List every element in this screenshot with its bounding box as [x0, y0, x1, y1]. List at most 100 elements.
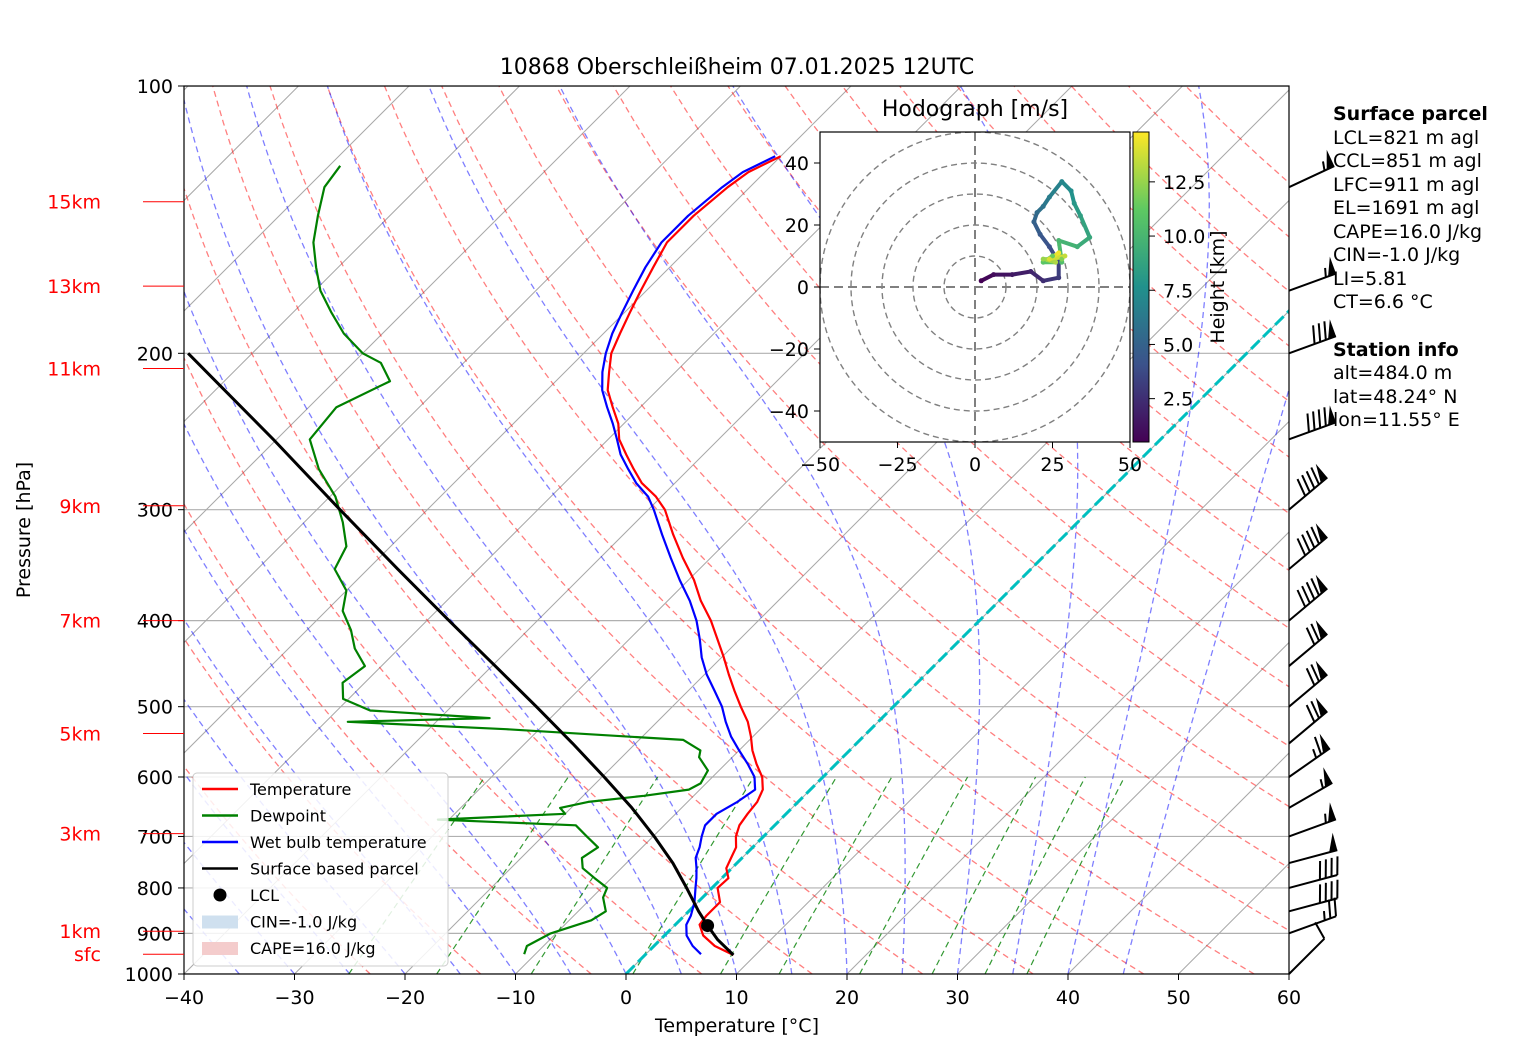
legend-label: CIN=-1.0 J/kg: [250, 913, 357, 932]
wind-barb-feather: [1310, 623, 1320, 642]
hodograph-segment: [1047, 179, 1064, 200]
wind-barb: [1288, 767, 1333, 809]
wind-barb-feather: [1313, 736, 1323, 755]
wind-barb-half-feather: [1312, 748, 1318, 759]
lcl-marker: [701, 919, 715, 933]
wind-barb: [1288, 802, 1337, 838]
wind-barb-half-feather: [1322, 910, 1326, 921]
parcel-line: [187, 352, 735, 957]
wind-barb-feather: [1306, 413, 1310, 433]
hodograph-point: [1037, 231, 1043, 237]
colorbar-tick-label: 5.0: [1163, 334, 1193, 356]
wind-barb-feather: [1314, 921, 1326, 940]
wind-barb-pennant: [1315, 463, 1328, 483]
isotherm-line: [846, 531, 1289, 974]
x-tick-label: −20: [385, 987, 425, 1009]
height-label: 9km: [59, 496, 101, 518]
moist-adiabat-line: [184, 908, 240, 974]
hodograph-point: [1059, 256, 1065, 262]
hodograph-point: [1056, 250, 1062, 256]
legend-swatch-patch: [202, 942, 238, 955]
wind-barb: [1288, 523, 1328, 570]
hodograph-point: [1040, 278, 1046, 284]
colorbar-tick-label: 10.0: [1163, 226, 1205, 248]
dewpoint-line: [308, 165, 710, 955]
dry-adiabat-line: [212, 86, 924, 974]
wind-barb-shaft: [1288, 897, 1338, 913]
hodograph-point: [1034, 210, 1040, 216]
moist-adiabat-line: [959, 86, 1079, 974]
surface-parcel-line: EL=1691 m agl: [1333, 197, 1480, 219]
mixing-ratio-line: [1026, 776, 1126, 974]
dry-adiabat-line: [184, 502, 592, 974]
moist-adiabat-line: [1122, 386, 1289, 974]
y-tick-label: 1000: [125, 964, 173, 986]
wind-barb-shaft: [1288, 782, 1333, 809]
hodograph-point: [1087, 234, 1093, 240]
wind-barb-feather: [1323, 407, 1327, 427]
wind-barb: [1288, 832, 1338, 865]
wind-barb-shaft: [1288, 915, 1337, 935]
wind-barb-shaft: [1288, 536, 1328, 570]
hodograph-segment: [1028, 269, 1046, 283]
wind-barb: [1288, 405, 1337, 441]
dry-adiabat-line: [899, 86, 1289, 458]
hodograph-point: [1053, 259, 1059, 265]
height-label: 15km: [47, 192, 101, 214]
hodograph-segment: [1056, 238, 1080, 249]
mixing-ratio-line: [436, 776, 569, 974]
hodograph-point: [1031, 219, 1037, 225]
wind-barb-feather: [1305, 627, 1316, 646]
wind-barb: [1288, 574, 1328, 622]
station-info-line: lat=48.24° N: [1333, 385, 1458, 408]
isotherm-line: [515, 199, 1289, 974]
hodograph-axes: −50 −25 0 25 50 −40 −20 0 20 40: [769, 153, 1142, 476]
wind-barb-shaft: [1288, 587, 1328, 622]
wind-barb-shaft: [1288, 476, 1328, 511]
surface-parcel-line: LFC=911 m agl: [1333, 173, 1480, 196]
surface-parcel-line: CAPE=16.0 J/kg: [1333, 220, 1483, 243]
mixing-ratio-line: [931, 776, 1037, 974]
dry-adiabat-line: [498, 86, 1289, 869]
hodograph-segment: [1041, 275, 1061, 283]
wind-barb-shaft: [1288, 633, 1328, 667]
wind-barb: [1288, 856, 1339, 889]
dry-adiabat-line: [326, 86, 1145, 974]
axes: −40 −30 −20 −10 0 10 20 30 40 50 60100200300400500…: [125, 76, 1301, 1009]
wind-barb-feather: [1296, 589, 1307, 608]
legend-label: Temperature: [249, 780, 351, 799]
hodograph-y-tick-label: 40: [785, 153, 809, 175]
y-tick-label: 500: [137, 697, 173, 719]
y-tick-label: 100: [137, 76, 173, 98]
legend-label: Dewpoint: [250, 807, 326, 826]
wind-barb-pennant: [1315, 660, 1328, 680]
legend-label: Surface based parcel: [250, 860, 419, 879]
dry-adiabat-line: [441, 86, 1289, 932]
colorbar-label: Height [km]: [1207, 230, 1229, 343]
surface-parcel-line: LCL=821 m agl: [1333, 126, 1480, 149]
hodograph-point: [1046, 244, 1052, 250]
isotherm-line: [184, 86, 741, 644]
hodograph-y-tick-label: −20: [769, 339, 809, 361]
height-label: 3km: [59, 824, 101, 846]
hodograph-point: [1040, 203, 1046, 209]
isotherm-line: [736, 420, 1289, 974]
wind-barb-shaft: [1288, 673, 1328, 708]
isotherm-line: [184, 86, 852, 754]
info-panel: Surface parcel LCL=821 m agl CCL=851 m a…: [1333, 103, 1488, 433]
mixing-ratio-line: [778, 776, 893, 974]
moist-adiabat-line: [428, 86, 848, 974]
x-tick-label: 40: [1056, 987, 1080, 1009]
mixing-ratio-line: [859, 776, 969, 974]
hodograph-point: [1050, 253, 1055, 259]
x-tick-label: 50: [1166, 987, 1190, 1009]
moist-adiabat-line: [326, 86, 793, 974]
station-info-line: lon=11.55° E: [1333, 409, 1460, 431]
hodograph-y-tick-label: 0: [797, 277, 809, 299]
moist-adiabat-line: [184, 528, 517, 974]
hodograph-point: [1046, 256, 1052, 262]
legend-label: Wet bulb temperature: [250, 833, 427, 852]
wind-barb-feather: [1305, 530, 1316, 549]
legend-box: [192, 772, 449, 967]
